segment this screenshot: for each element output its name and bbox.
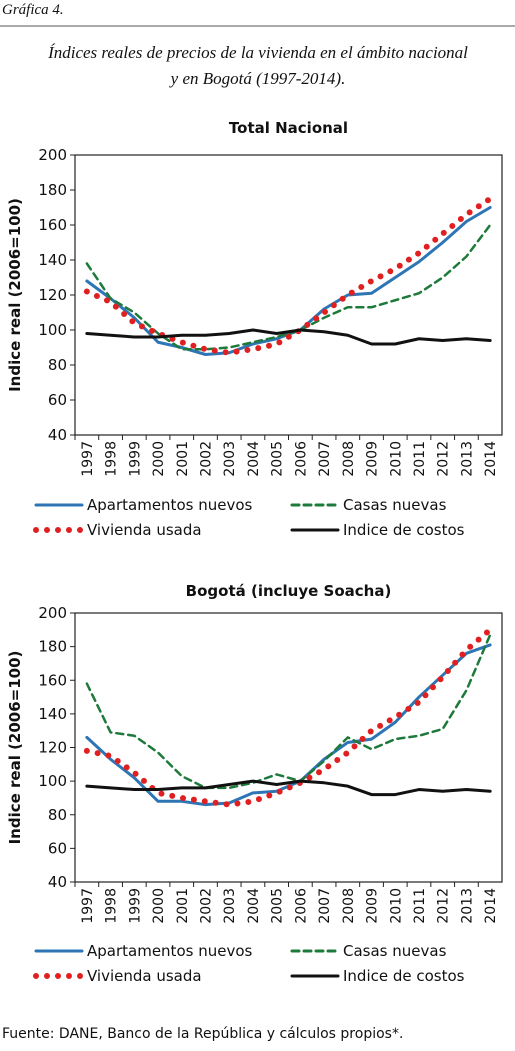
y-tick-label: 60 [48,391,67,409]
chart-title: Total Nacional [229,119,348,137]
legend-label: Apartamentos nuevos [87,942,253,960]
legend-label: Casas nuevas [343,942,447,960]
x-tick-label: 1997 [80,441,96,477]
x-tick-label: 2002 [198,888,214,924]
y-tick-label: 180 [38,638,67,656]
y-tick-label: 200 [38,146,67,164]
x-tick-label: 1999 [127,888,143,924]
x-tick-label: 2008 [341,888,357,924]
x-tick-label: 2003 [222,441,238,477]
x-tick-label: 2014 [483,888,499,924]
x-tick-label: 2000 [151,888,167,924]
x-tick-label: 2009 [365,441,381,477]
y-tick-label: 160 [38,671,67,689]
source: Fuente: DANE, Banco de la República y cá… [2,1026,403,1042]
y-tick-label: 140 [38,705,67,723]
x-tick-label: 2008 [341,441,357,477]
x-tick-label: 2006 [293,888,309,924]
x-tick-label: 2012 [436,888,452,924]
y-axis-label: Indice real (2006=100) [6,198,24,392]
y-tick-label: 120 [38,286,67,304]
y-tick-label: 100 [38,772,67,790]
x-tick-label: 2011 [412,441,428,477]
x-tick-label: 1997 [80,888,96,924]
y-tick-label: 40 [48,426,67,444]
y-tick-label: 200 [38,604,67,622]
x-tick-label: 2013 [459,441,475,477]
x-tick-label: 2014 [483,441,499,477]
x-tick-label: 1998 [104,888,120,924]
series-line [85,633,492,790]
y-tick-label: 160 [38,216,67,234]
y-tick-label: 80 [48,806,67,824]
x-tick-label: 2010 [388,888,404,924]
y-tick-label: 60 [48,839,67,857]
caption-line: Índices reales de precios de la vivienda… [47,43,468,62]
x-tick-label: 2002 [198,441,214,477]
x-tick-label: 2004 [246,441,262,477]
figure-label: Gráfica 4. [2,2,64,18]
legend-label: Apartamentos nuevos [87,496,253,514]
x-tick-label: 2005 [270,888,286,924]
x-tick-label: 2010 [388,441,404,477]
plot-frame [74,154,503,436]
caption-line: y en Bogotá (1997-2014). [169,69,346,88]
x-tick-label: 2001 [175,441,191,477]
x-tick-label: 1999 [127,441,143,477]
x-tick-label: 2005 [270,441,286,477]
legend-label: Indice de costos [343,967,465,985]
x-tick-label: 2001 [175,888,191,924]
x-tick-label: 2009 [365,888,381,924]
y-tick-label: 100 [38,321,67,339]
x-tick-label: 2012 [436,441,452,477]
series-line [85,779,492,797]
x-tick-label: 2011 [412,888,428,924]
series-line [83,195,494,356]
x-tick-label: 2007 [317,441,333,477]
chart-title: Bogotá (incluye Soacha) [186,582,392,600]
legend-label: Indice de costos [343,521,465,539]
y-tick-label: 80 [48,356,67,374]
y-tick-label: 140 [38,251,67,269]
y-tick-label: 120 [38,739,67,757]
y-tick-label: 180 [38,181,67,199]
series-line [85,328,492,346]
x-tick-label: 2006 [293,441,309,477]
legend-label: Vivienda usada [87,967,202,985]
x-tick-label: 2007 [317,888,333,924]
series-line [85,643,492,807]
plot-frame [74,612,503,883]
x-tick-label: 2013 [459,888,475,924]
x-tick-label: 2000 [151,441,167,477]
x-tick-label: 2003 [222,888,238,924]
x-tick-label: 2004 [246,888,262,924]
legend-label: Casas nuevas [343,496,447,514]
x-tick-label: 1998 [104,441,120,477]
y-tick-label: 40 [48,873,67,891]
legend-label: Vivienda usada [87,521,202,539]
y-axis-label: Indice real (2006=100) [6,651,24,845]
